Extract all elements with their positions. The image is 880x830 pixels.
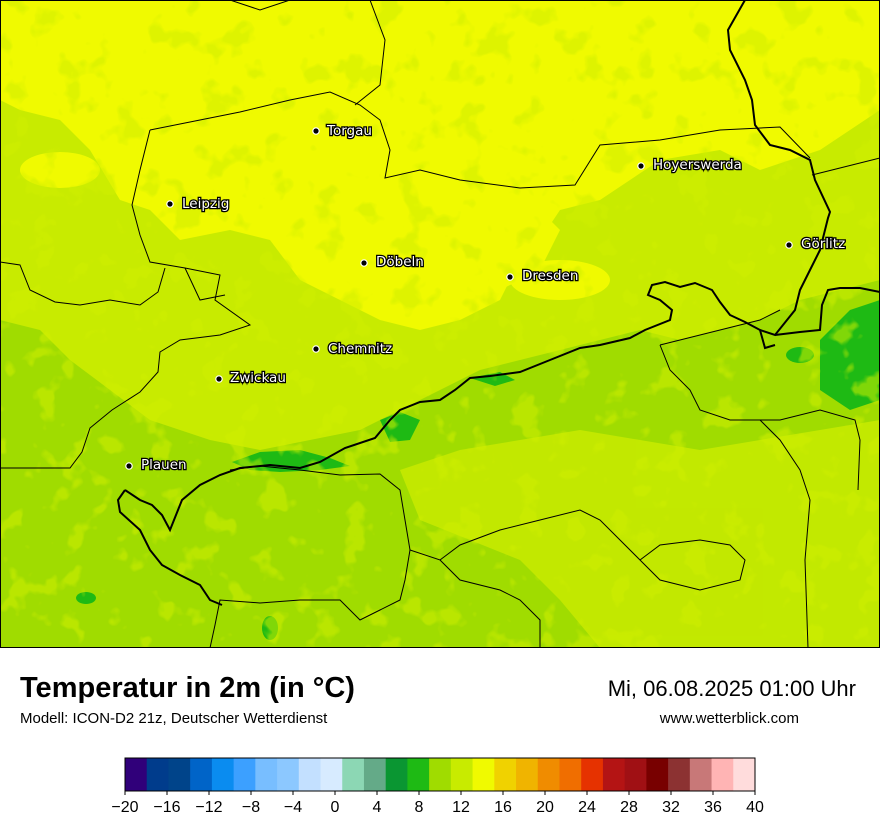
legend-swatch	[450, 758, 474, 791]
legend-swatch	[211, 758, 235, 791]
legend-swatch	[624, 758, 647, 791]
legend-border	[124, 757, 756, 792]
legend-swatch	[277, 758, 300, 791]
legend-tick-label: −8	[242, 799, 260, 816]
legend-swatch	[711, 758, 734, 791]
legend-ticks: −20 −16 −12 −8 −4 0 4 8 12 16 20 24 28 32 36 40	[111, 791, 764, 816]
legend-tick-label: 36	[704, 799, 722, 816]
legend-swatch	[363, 758, 387, 791]
legend-swatch	[581, 758, 604, 791]
city-hoyerswerda: Hoyerswerda	[637, 156, 743, 174]
legend-swatch	[233, 758, 256, 791]
legend-swatch	[516, 758, 539, 791]
legend-tick-label: −4	[284, 799, 302, 816]
city-dresden: Dresden	[506, 267, 580, 285]
svg-text:Hoyerswerda: Hoyerswerda	[653, 157, 742, 173]
legend-swatch	[494, 758, 517, 791]
legend-tick-label: 32	[662, 799, 680, 816]
legend-tick-label: 8	[415, 799, 424, 816]
legend-tick-label: 16	[494, 799, 512, 816]
website-link[interactable]: www.wetterblick.com	[659, 710, 799, 727]
legend-swatches	[124, 757, 756, 792]
legend-tick-label: −16	[153, 799, 180, 816]
legend-swatch	[407, 758, 430, 791]
city-zwickau: Zwickau	[215, 369, 287, 387]
legend-swatch	[385, 758, 408, 791]
svg-text:Döbeln: Döbeln	[376, 254, 424, 270]
legend-swatch	[125, 758, 148, 791]
city-chemnitz: Chemnitz	[312, 340, 393, 358]
legend-tick-label: 0	[331, 799, 340, 816]
legend-tick-label: −20	[111, 799, 138, 816]
legend-swatch	[602, 758, 626, 791]
legend-swatch	[298, 758, 322, 791]
city-torgau: Torgau	[312, 122, 373, 140]
legend-tick-label: 12	[452, 799, 470, 816]
national-border	[116, 0, 880, 606]
legend-tick-label: −12	[195, 799, 222, 816]
legend-swatch	[646, 758, 669, 791]
svg-text:Leipzig: Leipzig	[182, 196, 229, 212]
svg-text:Plauen: Plauen	[141, 457, 187, 473]
legend-tick-label: 28	[620, 799, 638, 816]
svg-text:Görlitz: Görlitz	[801, 236, 845, 252]
svg-text:Dresden: Dresden	[522, 268, 578, 284]
legend-swatch	[733, 758, 756, 791]
map-texture	[0, 0, 880, 648]
legend-tick-label: 40	[746, 799, 764, 816]
legend-swatch	[146, 758, 169, 791]
color-legend: −20 −16 −12 −8 −4 0 4 8 12 16 20 24 28 32 36 40	[111, 757, 764, 816]
district-borders	[0, 0, 880, 648]
map-title: Temperatur in 2m (in °C)	[20, 672, 355, 704]
forecast-datetime: Mi, 06.08.2025 01:00 Uhr	[607, 676, 856, 701]
legend-swatch	[668, 758, 691, 791]
model-info: Modell: ICON-D2 21z, Deutscher Wetterdie…	[20, 710, 328, 727]
legend-swatch	[168, 758, 191, 791]
legend-tick-label: 24	[578, 799, 596, 816]
temperature-map: Torgau Leipzig Hoyerswerda Döbeln Dresde…	[0, 0, 880, 648]
legend-swatch	[255, 758, 278, 791]
legend-swatch	[472, 758, 495, 791]
footer: Temperatur in 2m (in °C) Modell: ICON-D2…	[0, 648, 880, 830]
svg-text:Torgau: Torgau	[326, 123, 372, 139]
legend-tick-label: 20	[536, 799, 554, 816]
legend-swatch	[429, 758, 452, 791]
legend-swatch	[342, 758, 365, 791]
legend-swatch	[559, 758, 582, 791]
svg-text:Chemnitz: Chemnitz	[328, 341, 392, 357]
legend-swatch	[537, 758, 560, 791]
legend-swatch	[190, 758, 213, 791]
svg-text:Zwickau: Zwickau	[230, 370, 286, 386]
city-doebeln: Döbeln	[360, 253, 425, 271]
legend-tick-label: 4	[373, 799, 382, 816]
city-leipzig: Leipzig	[166, 195, 231, 213]
city-plauen: Plauen	[125, 456, 188, 474]
legend-swatch	[320, 758, 343, 791]
city-goerlitz: Görlitz	[785, 235, 846, 253]
legend-swatch	[689, 758, 713, 791]
